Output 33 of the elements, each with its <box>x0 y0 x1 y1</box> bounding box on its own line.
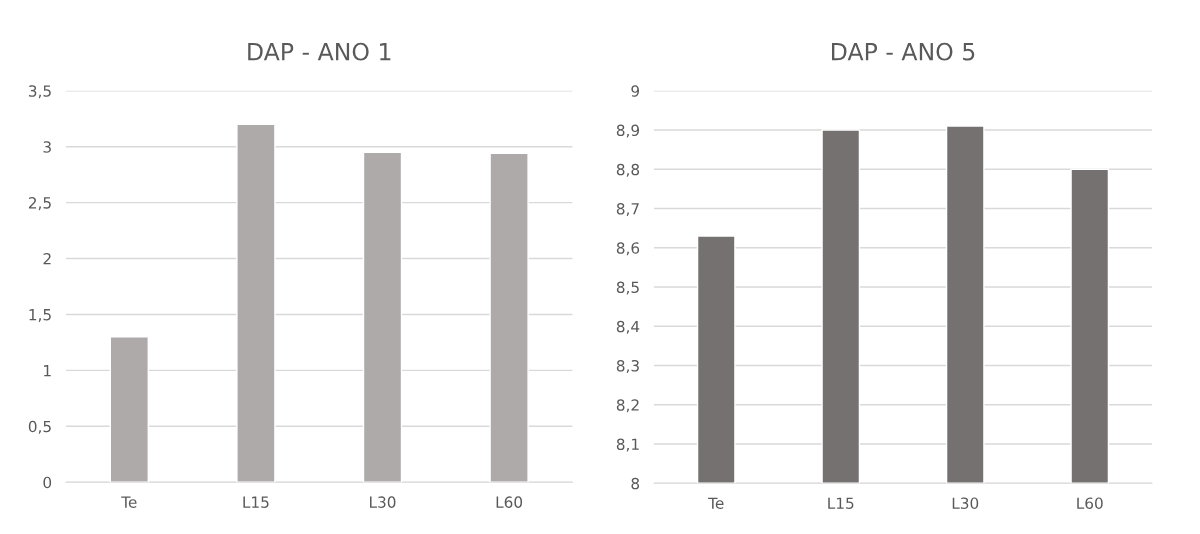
x-tick-label: L15 <box>243 496 269 508</box>
y-tick-label: 8,6 <box>616 242 640 256</box>
x-tick-label: L30 <box>370 496 396 508</box>
y-tick-label: 2 <box>43 253 51 265</box>
y-tick-label: 8,1 <box>616 438 639 452</box>
bar <box>362 151 403 483</box>
y-tick-label: 9 <box>631 85 640 97</box>
bar <box>236 123 276 483</box>
y-tick-label: 1,5 <box>29 309 51 323</box>
x-tick-label: L15 <box>828 497 854 509</box>
x-tick-label: L60 <box>1077 497 1103 509</box>
y-tick-label: 8,8 <box>616 163 640 177</box>
x-tick-label: L60 <box>496 496 523 508</box>
y-tick-label: 2,5 <box>28 197 51 211</box>
bar <box>489 152 529 483</box>
bar <box>109 336 149 483</box>
y-tick-label: 8,4 <box>616 320 640 334</box>
x-tick-label: L30 <box>952 497 979 509</box>
y-tick-label: 8,2 <box>616 399 639 413</box>
x-tick-label: Te <box>708 497 724 509</box>
y-tick-label: 3,5 <box>28 85 51 99</box>
x-tick-label: Te <box>121 496 137 508</box>
y-tick-label: 8,3 <box>616 359 639 374</box>
y-tick-label: 0 <box>43 476 52 489</box>
y-tick-label: 3 <box>43 141 51 153</box>
y-tick-label: 8,5 <box>616 281 639 295</box>
y-tick-label: 8,9 <box>616 124 640 138</box>
y-tick-label: 8,7 <box>616 202 639 217</box>
y-tick-label: 8 <box>631 477 640 490</box>
chart-title: DAP - ANO 1 <box>248 42 391 61</box>
chart-title: DAP - ANO 5 <box>832 42 975 61</box>
y-tick-label: 1 <box>44 365 51 377</box>
y-tick-label: 0,5 <box>28 420 51 434</box>
